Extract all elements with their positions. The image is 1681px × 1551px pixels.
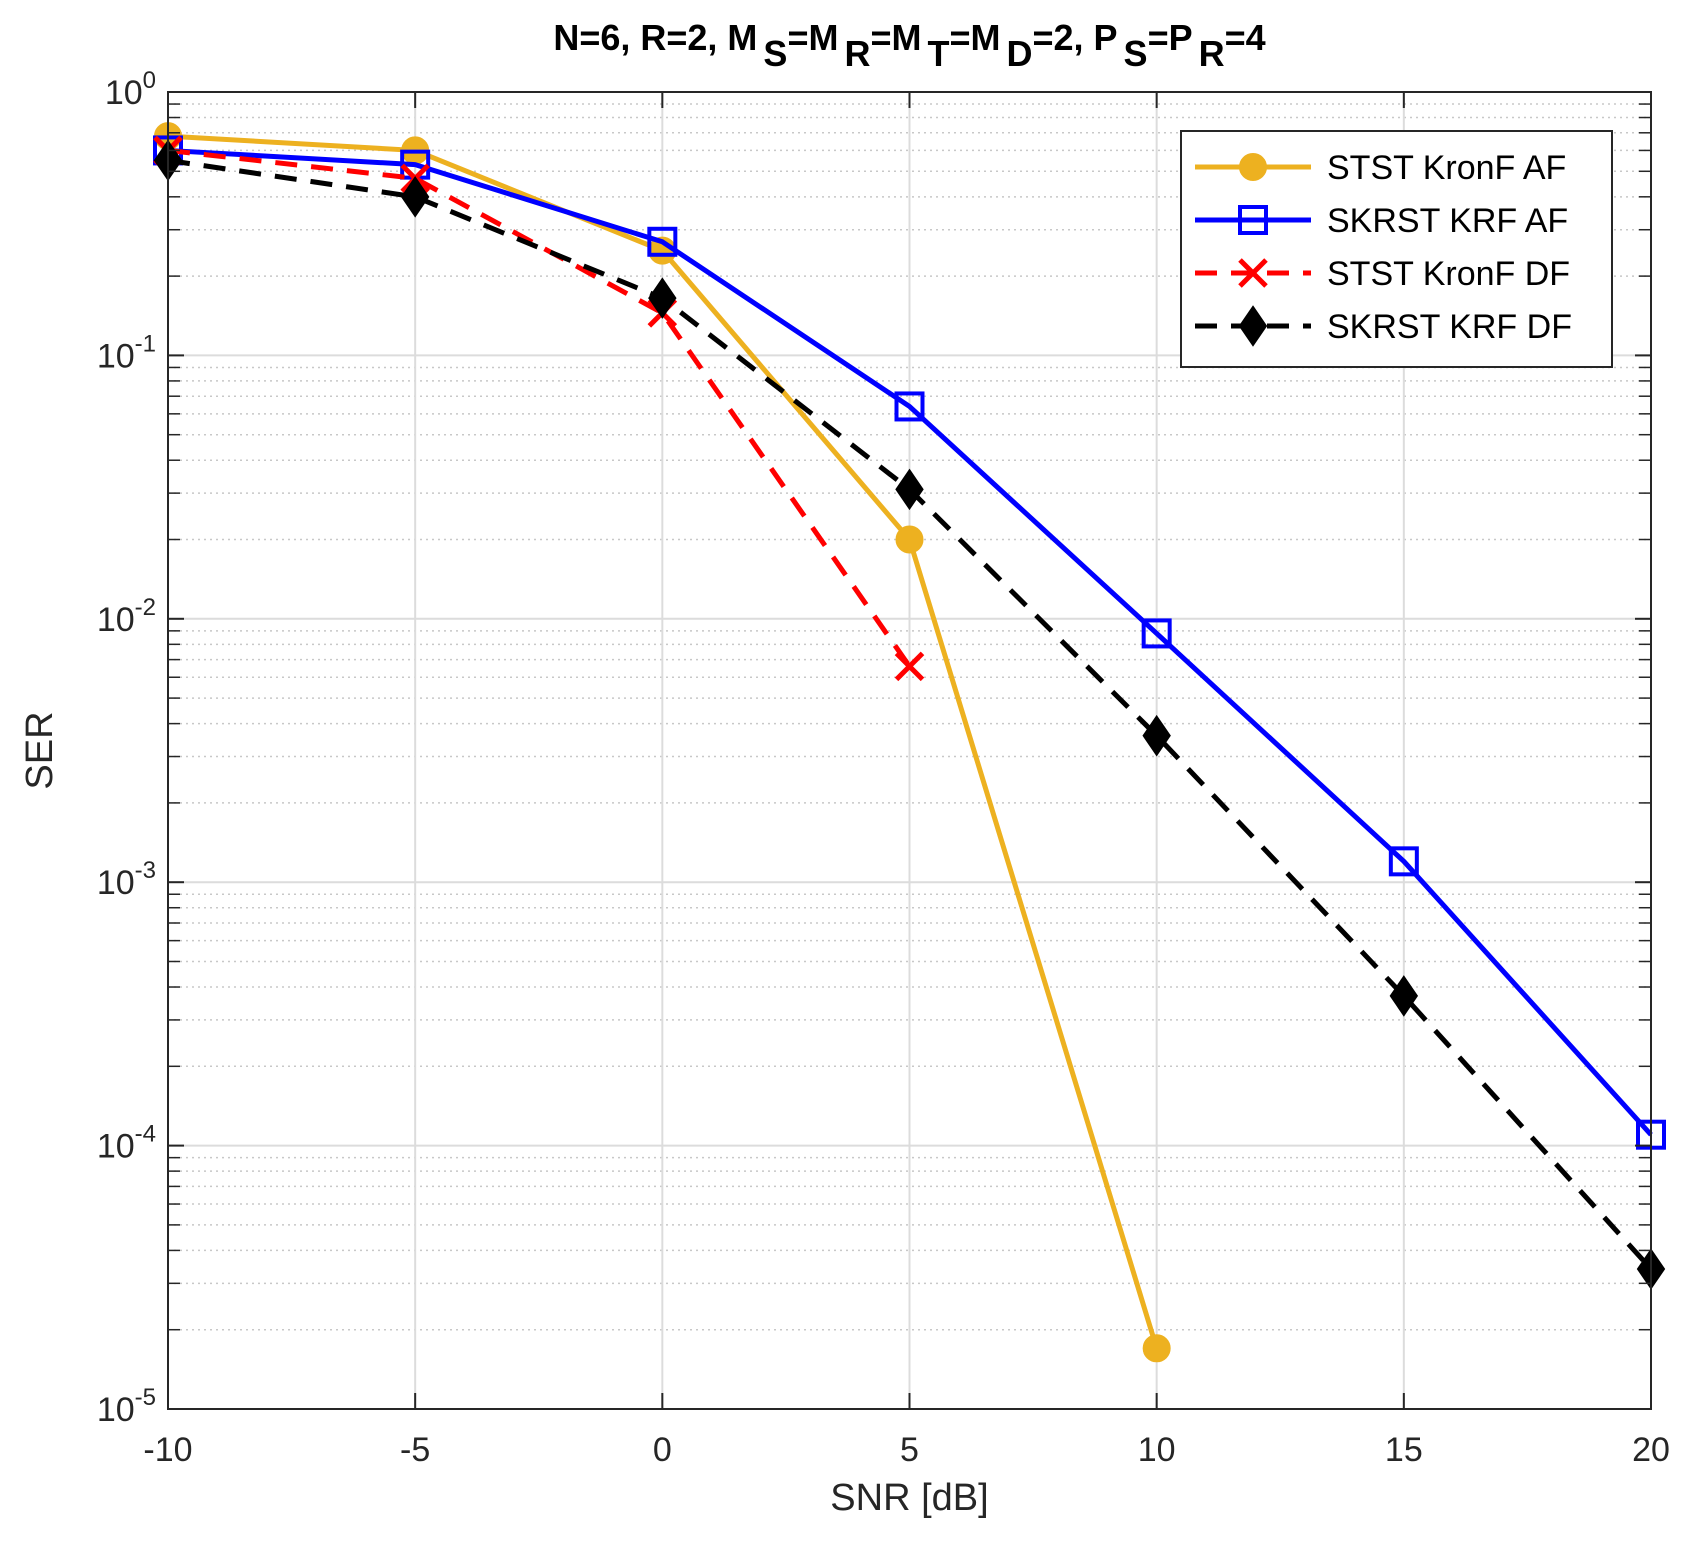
x-tick-label: 0 — [653, 1431, 672, 1469]
x-tick-label: -5 — [400, 1431, 430, 1469]
series-skrst-krf-df — [153, 139, 1666, 1290]
y-axis-label: SER — [19, 711, 61, 789]
y-tick-base: 10 — [105, 74, 143, 112]
x-tick-label: 5 — [900, 1431, 919, 1469]
data-point-skrst-krf-af — [894, 391, 925, 422]
series-line-stst-kronf-df — [167, 147, 912, 668]
title-subscript: S — [763, 33, 787, 74]
y-tick-exponent: -1 — [135, 330, 156, 357]
chart-title: N=6, R=2, M S=M R=M T=M D=2, P S=P R=4 — [553, 17, 1265, 74]
legend-marker — [1239, 153, 1267, 181]
y-tick-label: 10-3 — [97, 857, 156, 902]
title-subscript: D — [1006, 33, 1032, 74]
data-point-skrst-krf-af — [647, 226, 678, 257]
data-point-skrst-krf-af — [1388, 846, 1419, 877]
data-point-skrst-krf-af — [1141, 618, 1172, 649]
legend: STST KronF AF SKRST KRF AF STST KronF DF SK… — [1180, 130, 1613, 368]
title-text: =P — [1148, 17, 1193, 58]
legend-entry: STST KronF AF — [1195, 149, 1566, 187]
data-point-skrst-krf-df — [895, 468, 924, 511]
title-text: =4 — [1225, 17, 1266, 58]
legend-label: SKRST KRF DF — [1327, 308, 1572, 346]
legend-marker — [1238, 205, 1268, 235]
legend-entry: SKRST KRF AF — [1195, 202, 1568, 240]
data-point-skrst-krf-df — [400, 176, 430, 218]
x-axis-label: SNR [dB] — [830, 1477, 988, 1519]
series-layer — [153, 122, 1666, 1363]
y-tick-label: 10-4 — [97, 1121, 156, 1166]
title-text: =M — [870, 17, 921, 58]
y-tick-base: 10 — [97, 1128, 135, 1166]
legend-label: STST KronF DF — [1327, 255, 1570, 293]
series-line-skrst-krf-af — [167, 147, 1653, 1137]
data-point-skrst-krf-df — [1142, 714, 1171, 757]
title-subscript: R — [844, 33, 870, 74]
marker-stroke — [1238, 258, 1268, 288]
x-tick-label: 10 — [1138, 1431, 1176, 1469]
legend-marker — [1238, 258, 1268, 288]
y-tick-base: 10 — [97, 337, 135, 375]
data-point-skrst-krf-df — [648, 277, 677, 319]
legend-label: SKRST KRF AF — [1327, 202, 1568, 240]
y-tick-label: 10-5 — [97, 1384, 156, 1429]
y-tick-base: 10 — [97, 601, 135, 639]
x-tick-label: 15 — [1385, 1431, 1423, 1469]
data-point-stst-kronf-af — [1142, 1334, 1171, 1363]
title-subscript: S — [1124, 33, 1148, 74]
marker-stroke — [894, 651, 925, 682]
y-tick-exponent: -2 — [135, 594, 156, 621]
y-tick-exponent: 0 — [143, 67, 156, 94]
legend-entry: SKRST KRF DF — [1195, 305, 1572, 347]
legend-entry: STST KronF DF — [1195, 255, 1570, 293]
x-tick-label: -10 — [143, 1431, 192, 1469]
y-tick-base: 10 — [97, 864, 135, 902]
y-tick-base: 10 — [97, 1391, 135, 1429]
title-text: =M — [787, 17, 838, 58]
title-text: N=6, R=2, M — [553, 17, 757, 58]
title-subscript: R — [1199, 33, 1225, 74]
legend-marker — [1238, 305, 1268, 347]
y-tick-label: 10-2 — [97, 594, 156, 639]
y-tick-label: 100 — [105, 67, 156, 112]
y-tick-exponent: -3 — [135, 857, 156, 884]
tick-layer — [167, 91, 1652, 1410]
data-point-stst-kronf-df — [894, 651, 925, 682]
y-tick-label: 10-1 — [97, 330, 156, 375]
title-text: =2, P — [1032, 17, 1117, 58]
legend-label: STST KronF AF — [1327, 149, 1566, 187]
y-tick-exponent: -4 — [135, 1121, 156, 1148]
data-point-stst-kronf-af — [895, 525, 924, 554]
data-point-skrst-krf-df — [1389, 975, 1419, 1017]
x-tick-label: 20 — [1632, 1431, 1670, 1469]
y-tick-exponent: -5 — [135, 1384, 156, 1411]
title-text: =M — [949, 17, 1000, 58]
label-layer: -10 -5 0 5 10 15 2010010-110-210-310-410-5SNR … — [19, 17, 1670, 1519]
title-subscript: T — [927, 33, 949, 74]
